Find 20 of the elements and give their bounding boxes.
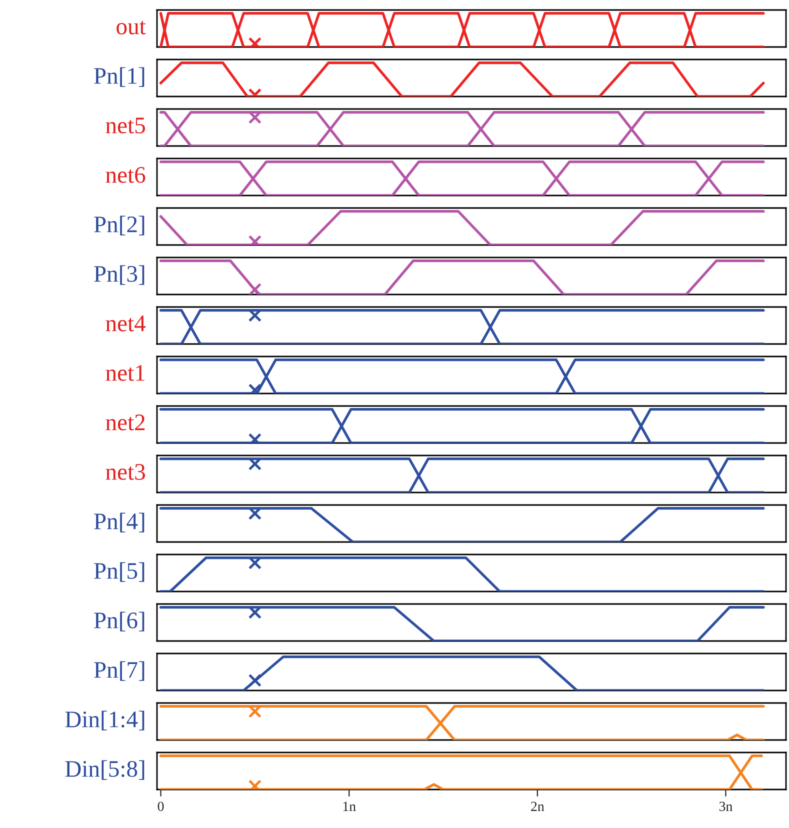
x-tick-label: 3n xyxy=(719,802,732,812)
y-axis-title: Pn[1] xyxy=(94,67,144,87)
y-axis-title: Pn[3] xyxy=(94,265,144,285)
y-axis-title: Pn[2] xyxy=(94,216,144,236)
x-tick-label: 1n xyxy=(343,802,356,811)
y-axis-title: net6 xyxy=(106,167,146,183)
y-axis-title: Pn[5] xyxy=(94,562,144,582)
y-axis-title: net1 xyxy=(106,365,144,381)
x-tick-label: 0 xyxy=(158,802,164,812)
y-axis-title: Din[1:4] xyxy=(65,710,144,730)
y-axis-title: net2 xyxy=(106,414,145,430)
y-axis-title: Pn[4] xyxy=(94,512,144,532)
y-axis-title: net5 xyxy=(106,118,145,134)
y-axis-title: Pn[7] xyxy=(94,661,144,681)
y-axis-title: net4 xyxy=(106,316,146,332)
y-axis-title: out xyxy=(116,20,146,34)
y-axis-title: Din[5:8] xyxy=(65,760,144,780)
x-tick-label: 2n xyxy=(531,802,544,811)
y-axis-title: Pn[6] xyxy=(94,612,144,632)
y-axis-title: net3 xyxy=(106,464,145,480)
